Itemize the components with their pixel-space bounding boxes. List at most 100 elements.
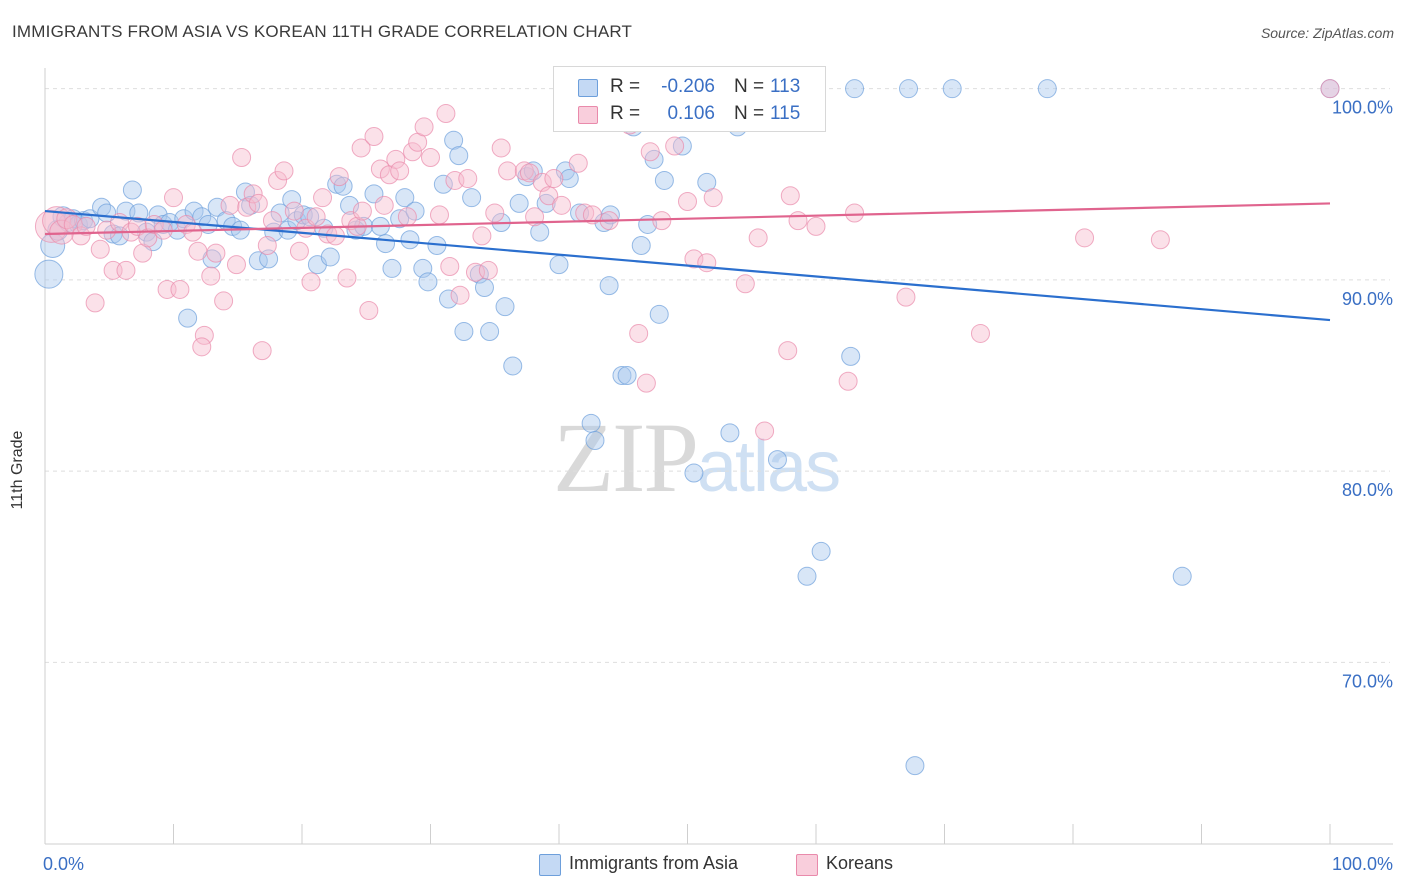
data-point	[220, 195, 240, 215]
data-point	[458, 169, 478, 189]
data-point	[34, 259, 64, 289]
legend-r-value: 0.106	[667, 103, 715, 124]
chart-source: Source: ZipAtlas.com	[1260, 25, 1394, 41]
data-point	[201, 266, 221, 286]
data-point	[284, 201, 304, 221]
data-point	[582, 205, 602, 225]
data-point	[329, 167, 349, 187]
data-point	[665, 136, 685, 156]
data-point	[450, 285, 470, 305]
data-point	[735, 274, 755, 294]
y-tick-label: 90.0%	[1342, 289, 1393, 309]
data-point	[194, 325, 214, 345]
data-point	[206, 243, 226, 263]
data-point	[480, 322, 500, 342]
series-immigrants-from-asia-points	[34, 79, 1340, 776]
data-point	[629, 323, 649, 343]
data-point	[585, 431, 605, 451]
data-point	[226, 255, 246, 275]
data-point	[438, 289, 458, 309]
data-point	[845, 79, 865, 99]
watermark: ZIPatlas	[553, 400, 841, 515]
data-point	[440, 257, 460, 277]
watermark-atlas: atlas	[697, 427, 841, 507]
chart-title: IMMIGRANTS FROM ASIA VS KOREAN 11TH GRAD…	[12, 22, 633, 41]
data-point	[684, 249, 704, 269]
data-point	[400, 230, 420, 250]
data-point	[395, 188, 415, 208]
data-point	[841, 346, 861, 366]
data-point	[672, 136, 692, 156]
data-point	[536, 193, 556, 213]
legend-row-koreans: R = 0.106 N = 115	[554, 100, 825, 128]
data-point	[436, 104, 456, 124]
data-point	[678, 192, 697, 212]
data-point	[703, 188, 723, 208]
data-point	[248, 193, 268, 213]
data-point	[454, 322, 474, 342]
data-point	[636, 373, 656, 393]
data-point	[811, 541, 831, 561]
data-point	[544, 169, 564, 189]
data-point	[270, 203, 290, 223]
data-point	[133, 243, 153, 263]
data-point	[780, 186, 800, 206]
data-point	[599, 276, 619, 296]
y-tick-label: 100.0%	[1332, 98, 1393, 118]
data-point	[495, 297, 515, 317]
data-point	[1320, 79, 1340, 99]
data-point	[351, 138, 371, 158]
data-point	[403, 142, 423, 162]
data-point	[374, 195, 394, 215]
data-point	[382, 258, 402, 278]
legend-r-label: R =	[610, 103, 641, 124]
data-point	[767, 450, 787, 470]
data-point	[1172, 566, 1192, 586]
data-point	[122, 180, 142, 200]
data-point	[301, 272, 321, 292]
data-point	[214, 291, 234, 311]
data-point	[268, 170, 288, 190]
data-point	[631, 235, 651, 255]
data-point	[1037, 79, 1057, 99]
data-point	[327, 174, 347, 194]
data-point	[352, 201, 372, 221]
data-point	[568, 153, 588, 173]
legend-swatch-blue	[539, 854, 561, 876]
trend-lines	[44, 202, 1331, 322]
data-point	[170, 279, 190, 299]
data-point	[359, 300, 379, 320]
data-point	[905, 756, 925, 776]
tick-labels: 100.0% 90.0% 80.0% 70.0% 0.0% 100.0%	[43, 98, 1393, 874]
data-point	[433, 174, 453, 194]
legend-n-label: N =	[734, 76, 765, 97]
data-point	[370, 159, 390, 179]
data-point	[262, 211, 282, 231]
data-point	[306, 207, 326, 227]
data-point	[539, 186, 559, 206]
data-point	[838, 371, 858, 391]
legend-label: Koreans	[826, 853, 894, 873]
data-point	[788, 211, 808, 231]
data-point	[1075, 228, 1095, 248]
data-point	[549, 255, 569, 275]
y-tick-label: 80.0%	[1342, 480, 1393, 500]
data-point	[414, 117, 434, 137]
data-point	[697, 253, 717, 273]
data-point	[654, 170, 674, 190]
legend-swatch-pink	[796, 854, 818, 876]
data-point	[418, 272, 438, 292]
data-point	[845, 203, 865, 223]
data-point	[491, 138, 511, 158]
data-point	[364, 126, 384, 146]
data-point	[257, 235, 277, 255]
data-point	[289, 241, 309, 261]
trend-line	[44, 202, 1331, 236]
data-point	[282, 190, 302, 210]
data-point	[337, 268, 357, 288]
data-point	[617, 366, 637, 386]
legend-r-label: R =	[610, 76, 641, 97]
data-point	[559, 169, 579, 189]
x-tick-label-max: 100.0%	[1332, 854, 1393, 874]
